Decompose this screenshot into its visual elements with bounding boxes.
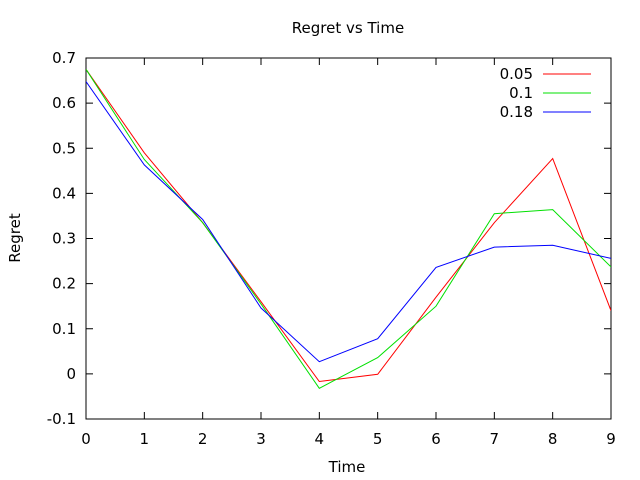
x-tick-label: 8 [548,430,558,448]
y-tick-label: -0.1 [47,410,76,428]
x-tick-label: 1 [140,430,150,448]
y-tick-label: 0.4 [52,184,76,202]
y-axis-label: Regret [6,213,24,263]
legend-label: 0.1 [509,84,533,102]
series-lines [86,69,611,389]
y-tick-label: 0.3 [52,230,76,248]
x-tick-label: 3 [256,430,266,448]
series-line-0-18 [86,81,611,363]
series-line-0-1 [86,69,611,389]
y-tick-label: 0.5 [52,139,76,157]
x-tick-label: 5 [373,430,383,448]
axis-ticks: 0 1 2 3 4 5 6 7 8 9 -0.1 0 0.1 0.2 0.3 0.4 0.5 0.6 0.7 [47,49,616,448]
x-tick-label: 4 [315,430,325,448]
x-tick-label: 9 [606,430,616,448]
x-tick-label: 7 [490,430,500,448]
y-tick-label: 0.1 [52,320,76,338]
y-tick-label: 0.7 [52,49,76,67]
series-line-0-05 [86,69,611,383]
y-tick-label: 0.6 [52,94,76,112]
legend: 0.050.10.18 [500,65,591,121]
x-tick-label: 6 [431,430,441,448]
x-axis-label: Time [328,458,366,476]
chart-title: Regret vs Time [292,19,404,37]
y-tick-label: 0 [66,365,76,383]
legend-label: 0.05 [500,65,533,83]
x-tick-label: 2 [198,430,208,448]
legend-label: 0.18 [500,103,533,121]
y-tick-label: 0.2 [52,275,76,293]
x-tick-label: 0 [81,430,91,448]
